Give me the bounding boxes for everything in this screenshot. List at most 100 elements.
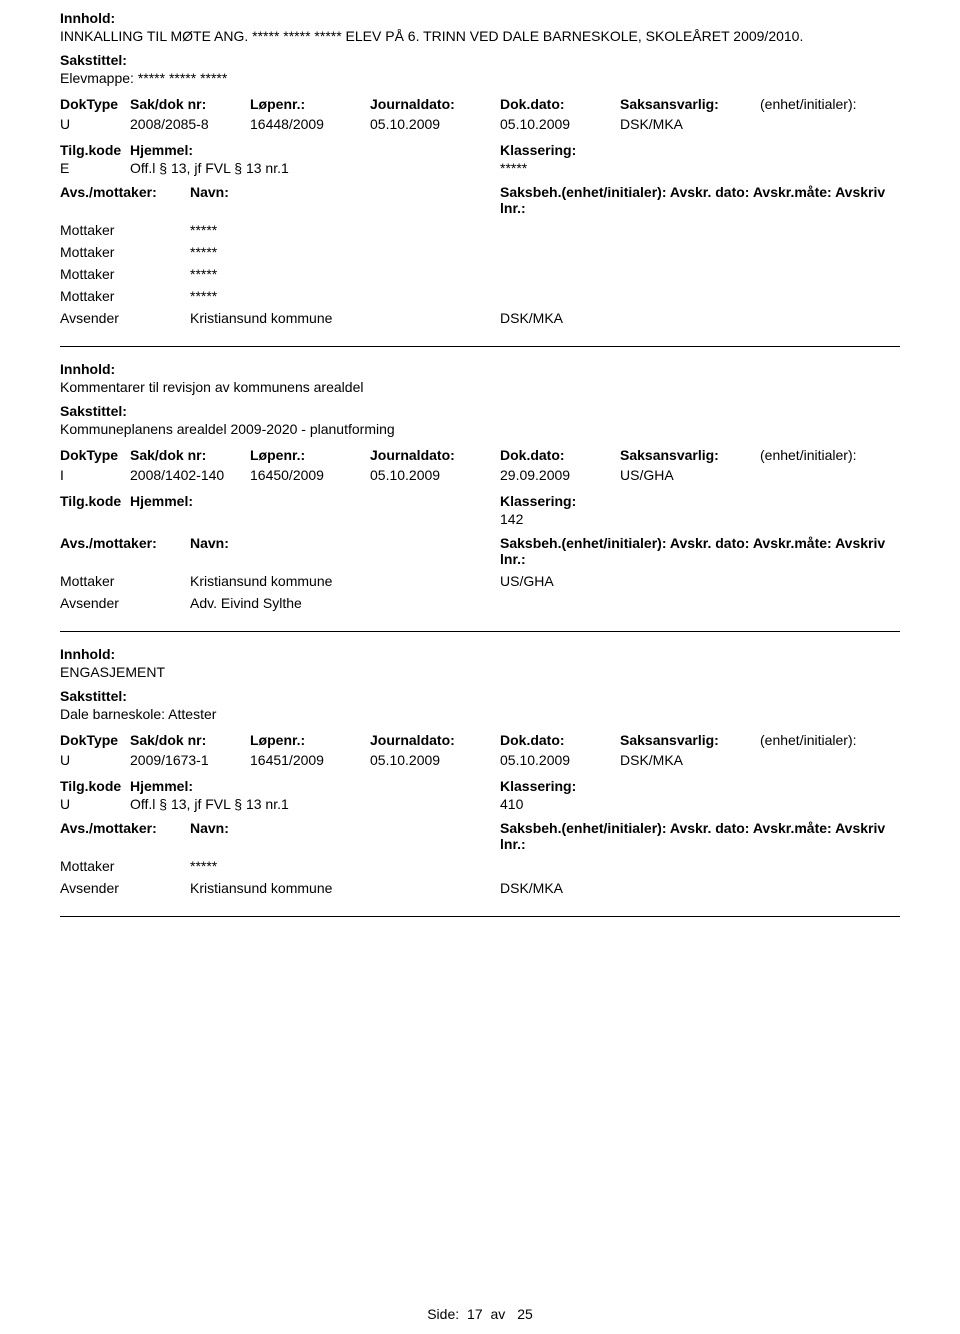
separator xyxy=(60,346,900,347)
avsmot-label: Avs./mottaker: xyxy=(60,184,190,216)
party-row: Mottaker***** xyxy=(60,222,900,238)
sakdok-value: 2009/1673-1 xyxy=(130,752,250,768)
journaldato-value: 05.10.2009 xyxy=(370,467,500,483)
doktype-value: U xyxy=(60,752,130,768)
klassering-value: ***** xyxy=(500,160,900,176)
separator xyxy=(60,631,900,632)
klassering-label: Klassering: xyxy=(500,778,900,794)
hjemmel-value xyxy=(130,511,500,527)
avsmot-header-row: Avs./mottaker: Navn: Saksbeh.(enhet/init… xyxy=(60,184,900,216)
klassering-value: 410 xyxy=(500,796,900,812)
hjemmel-value-row: U Off.l § 13, jf FVL § 13 nr.1 410 xyxy=(60,796,900,812)
saksansv-value: DSK/MKA xyxy=(620,752,760,768)
party-name: ***** xyxy=(190,222,900,238)
innhold-label: Innhold: xyxy=(60,646,900,662)
avsmot-label: Avs./mottaker: xyxy=(60,820,190,852)
dokdato-label: Dok.dato: xyxy=(500,447,620,463)
lopenr-value: 16451/2009 xyxy=(250,752,370,768)
innhold-text: INNKALLING TIL MØTE ANG. ***** ***** ***… xyxy=(60,28,900,44)
meta-value-row: I 2008/1402-140 16450/2009 05.10.2009 29… xyxy=(60,467,900,483)
saksbeh-label: Saksbeh.(enhet/initialer): Avskr. dato: … xyxy=(500,820,900,852)
lopenr-value: 16450/2009 xyxy=(250,467,370,483)
sakdok-label: Sak/dok nr: xyxy=(130,447,250,463)
hjemmel-value: Off.l § 13, jf FVL § 13 nr.1 xyxy=(130,160,500,176)
doktype-label: DokType xyxy=(60,96,130,112)
hjemmel-label: Hjemmel: xyxy=(130,778,500,794)
party-role: Mottaker xyxy=(60,222,190,238)
tilgkode-value xyxy=(60,511,130,527)
enhet-label: (enhet/initialer): xyxy=(760,732,900,748)
party-role: Mottaker xyxy=(60,858,190,874)
klassering-label: Klassering: xyxy=(500,142,900,158)
innhold-label: Innhold: xyxy=(60,361,900,377)
dokdato-label: Dok.dato: xyxy=(500,96,620,112)
tilgkode-label: Tilg.kode xyxy=(60,778,130,794)
lopenr-label: Løpenr.: xyxy=(250,96,370,112)
journaldato-label: Journaldato: xyxy=(370,96,500,112)
tilgkode-value: U xyxy=(60,796,130,812)
innhold-text: Kommentarer til revisjon av kommunens ar… xyxy=(60,379,900,395)
tilgkode-label: Tilg.kode xyxy=(60,493,130,509)
saksbeh-label: Saksbeh.(enhet/initialer): Avskr. dato: … xyxy=(500,184,900,216)
dokdato-value: 29.09.2009 xyxy=(500,467,620,483)
party-name: Adv. Eivind Sylthe xyxy=(190,595,900,611)
separator xyxy=(60,916,900,917)
party-name: ***** xyxy=(190,266,900,282)
tilgkode-label: Tilg.kode xyxy=(60,142,130,158)
party-name: Kristiansund kommune xyxy=(190,880,500,896)
hjemmel-header-row: Tilg.kode Hjemmel: Klassering: xyxy=(60,142,900,158)
enhet-value xyxy=(760,116,900,132)
innhold-text: ENGASJEMENT xyxy=(60,664,900,680)
doktype-label: DokType xyxy=(60,732,130,748)
party-row: Mottaker***** xyxy=(60,288,900,304)
footer-of: av xyxy=(491,1306,506,1322)
doktype-label: DokType xyxy=(60,447,130,463)
meta-header-row: DokType Sak/dok nr: Løpenr.: Journaldato… xyxy=(60,96,900,112)
sakstittel-label: Sakstittel: xyxy=(60,403,900,419)
sakdok-label: Sak/dok nr: xyxy=(130,732,250,748)
footer-page: 17 xyxy=(467,1306,483,1322)
journaldato-label: Journaldato: xyxy=(370,447,500,463)
party-role: Mottaker xyxy=(60,573,190,589)
party-right: DSK/MKA xyxy=(500,310,900,326)
party-role: Mottaker xyxy=(60,266,190,282)
saksansv-label: Saksansvarlig: xyxy=(620,447,760,463)
party-row: Mottaker***** xyxy=(60,266,900,282)
party-row: AvsenderAdv. Eivind Sylthe xyxy=(60,595,900,611)
avsmot-header-row: Avs./mottaker: Navn: Saksbeh.(enhet/init… xyxy=(60,535,900,567)
footer-total: 25 xyxy=(517,1306,533,1322)
dokdato-value: 05.10.2009 xyxy=(500,752,620,768)
party-name: ***** xyxy=(190,244,900,260)
enhet-label: (enhet/initialer): xyxy=(760,447,900,463)
sakstittel-label: Sakstittel: xyxy=(60,688,900,704)
party-name: ***** xyxy=(190,288,900,304)
tilgkode-value: E xyxy=(60,160,130,176)
klassering-label: Klassering: xyxy=(500,493,900,509)
innhold-label: Innhold: xyxy=(60,10,900,26)
sakdok-value: 2008/1402-140 xyxy=(130,467,250,483)
sakdok-value: 2008/2085-8 xyxy=(130,116,250,132)
dokdato-label: Dok.dato: xyxy=(500,732,620,748)
hjemmel-value-row: E Off.l § 13, jf FVL § 13 nr.1 ***** xyxy=(60,160,900,176)
meta-header-row: DokType Sak/dok nr: Løpenr.: Journaldato… xyxy=(60,732,900,748)
party-role: Avsender xyxy=(60,595,190,611)
saksansv-value: US/GHA xyxy=(620,467,760,483)
party-name: ***** xyxy=(190,858,900,874)
meta-value-row: U 2008/2085-8 16448/2009 05.10.2009 05.1… xyxy=(60,116,900,132)
party-role: Mottaker xyxy=(60,288,190,304)
journaldato-value: 05.10.2009 xyxy=(370,752,500,768)
party-row: AvsenderKristiansund kommune DSK/MKA xyxy=(60,880,900,896)
sakdok-label: Sak/dok nr: xyxy=(130,96,250,112)
enhet-value xyxy=(760,467,900,483)
hjemmel-label: Hjemmel: xyxy=(130,142,500,158)
lopenr-value: 16448/2009 xyxy=(250,116,370,132)
page-footer: Side: 17 av 25 xyxy=(0,1306,960,1322)
party-role: Avsender xyxy=(60,310,190,326)
meta-value-row: U 2009/1673-1 16451/2009 05.10.2009 05.1… xyxy=(60,752,900,768)
enhet-label: (enhet/initialer): xyxy=(760,96,900,112)
journaldato-label: Journaldato: xyxy=(370,732,500,748)
party-right: US/GHA xyxy=(500,573,900,589)
hjemmel-header-row: Tilg.kode Hjemmel: Klassering: xyxy=(60,778,900,794)
party-role: Avsender xyxy=(60,880,190,896)
journaldato-value: 05.10.2009 xyxy=(370,116,500,132)
